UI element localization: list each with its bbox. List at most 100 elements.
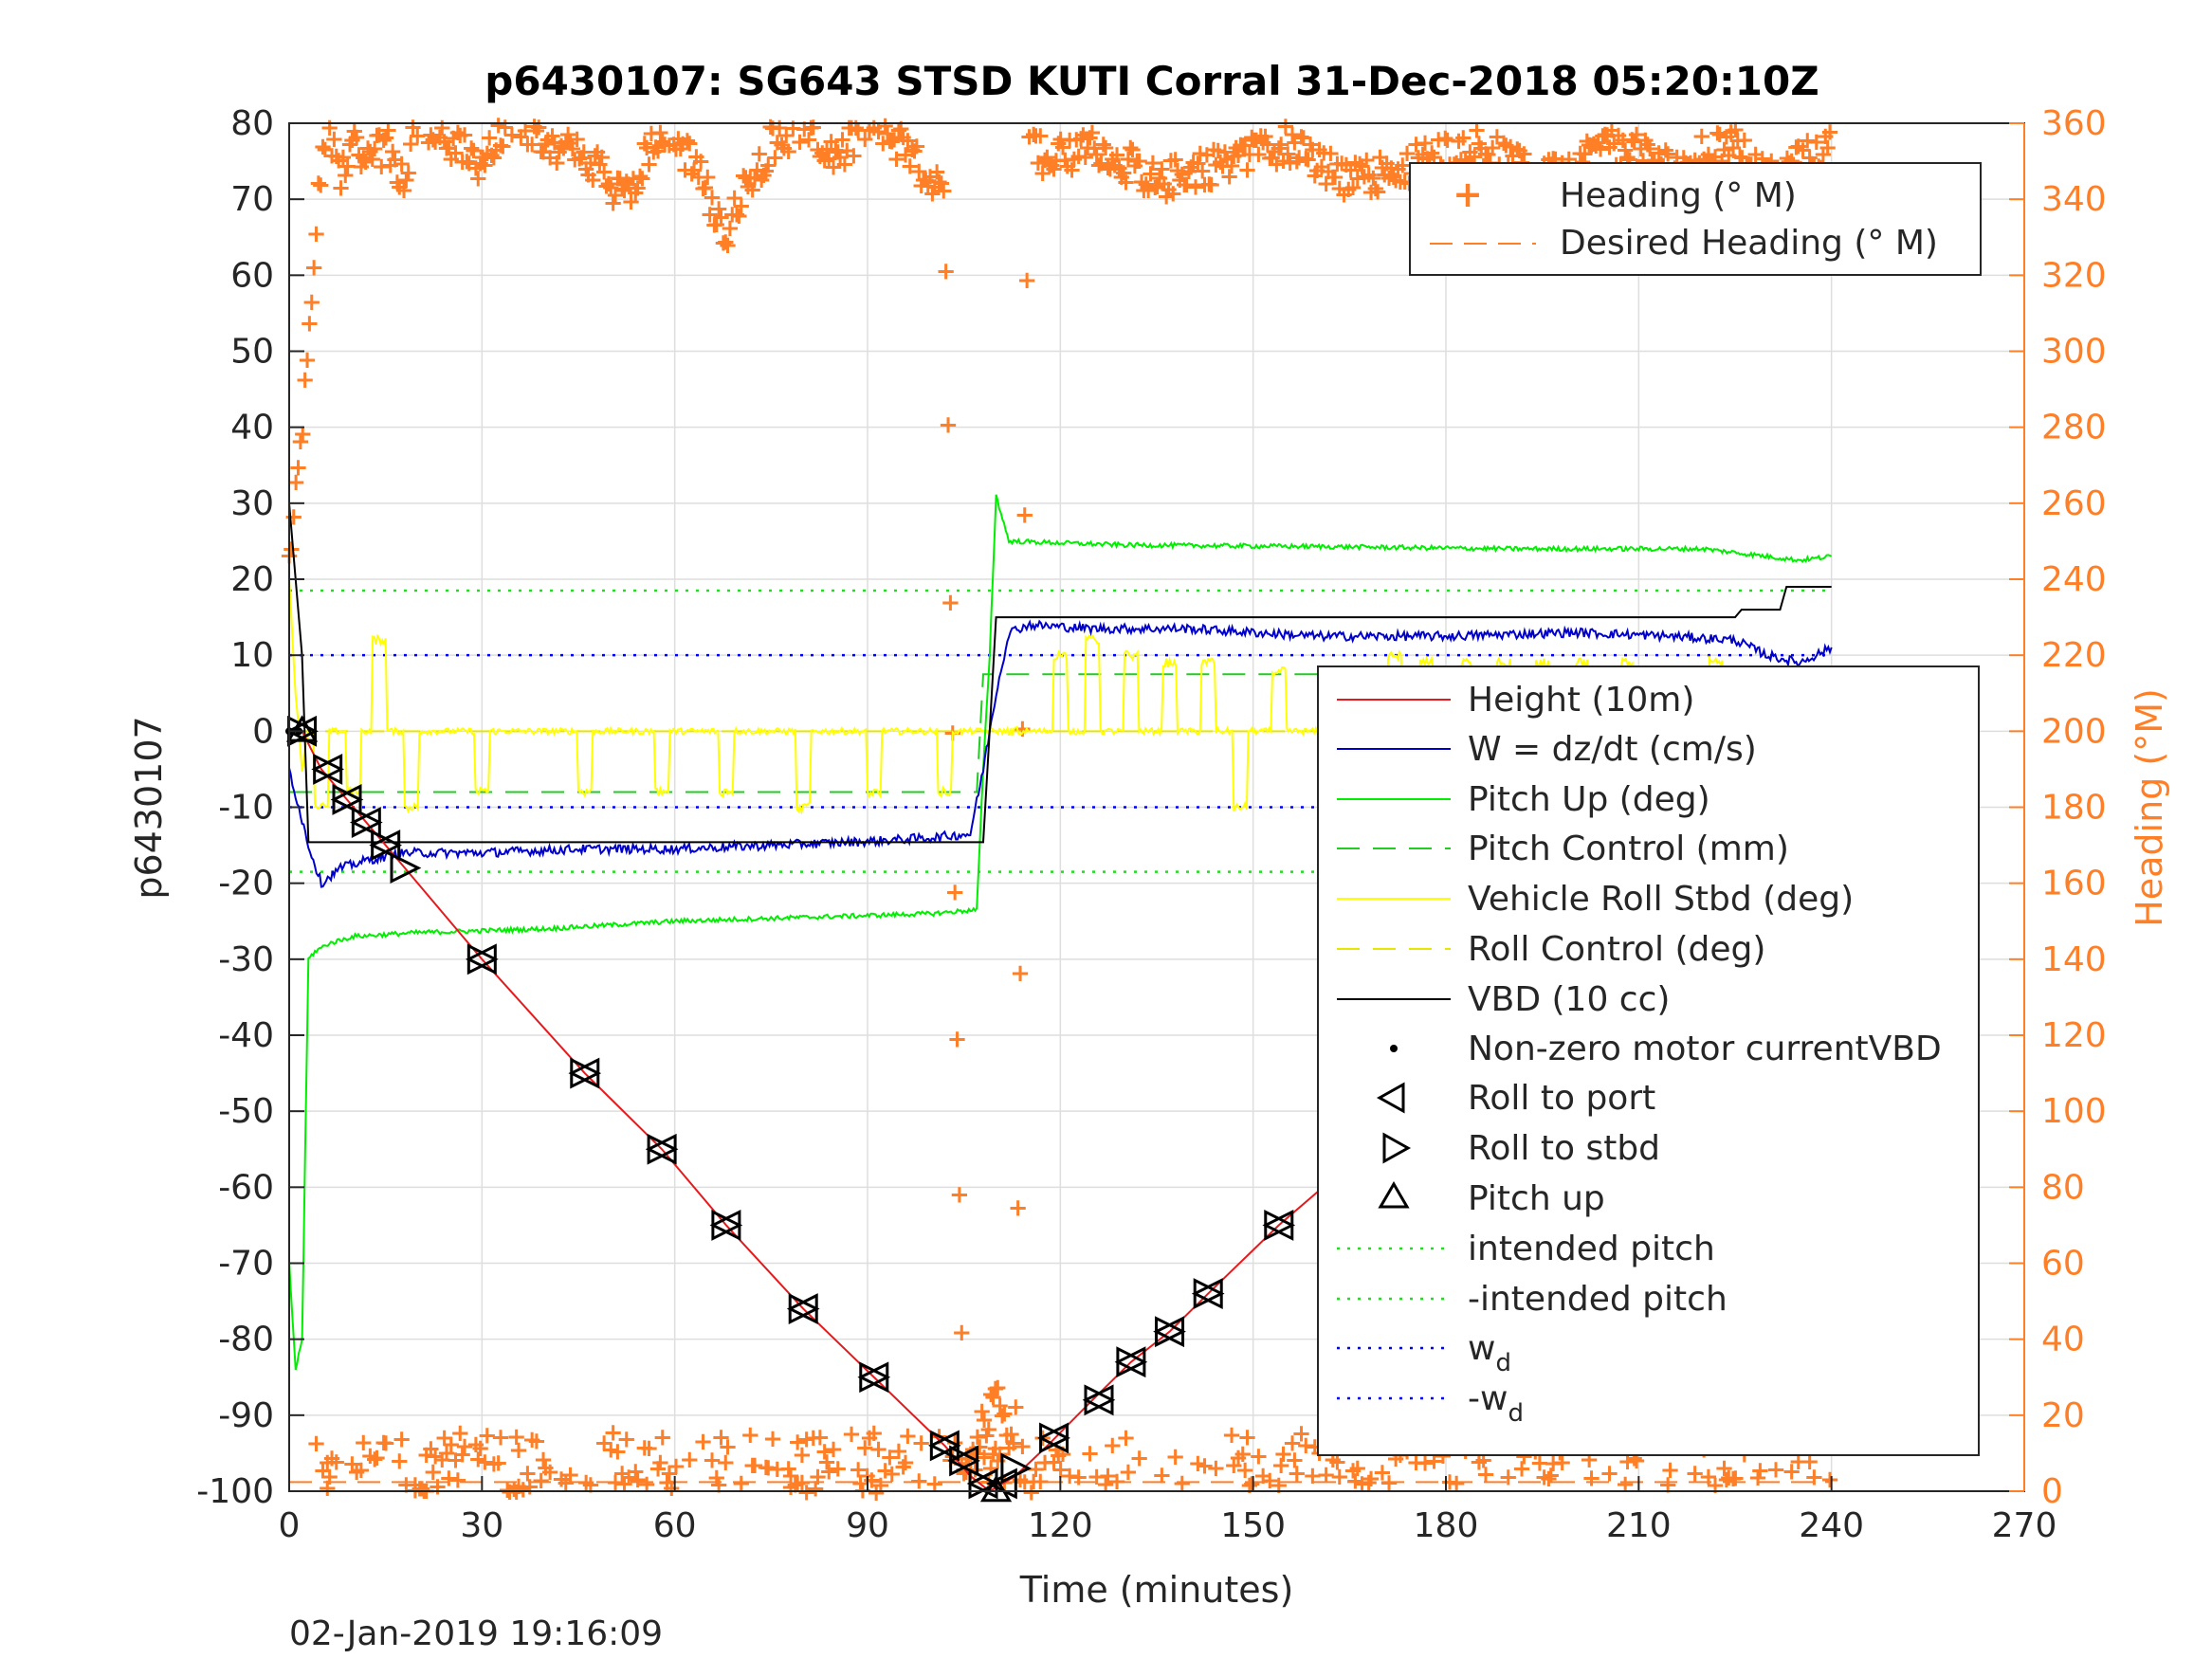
heading-point: + bbox=[708, 1471, 729, 1500]
heading-point: + bbox=[1309, 136, 1330, 164]
heading-point: + bbox=[931, 169, 952, 197]
heading-point: + bbox=[893, 1453, 914, 1482]
heading-point: + bbox=[1106, 141, 1127, 170]
roll-to-stbd-marker bbox=[466, 943, 499, 975]
heading-point: + bbox=[1251, 121, 1271, 150]
heading-point: + bbox=[828, 137, 849, 166]
heading-point: + bbox=[1765, 1456, 1786, 1485]
roll-to-stbd-marker bbox=[1155, 1316, 1186, 1348]
heading-point: + bbox=[974, 1444, 995, 1472]
heading-point: + bbox=[918, 172, 939, 200]
heading-point: + bbox=[706, 1464, 727, 1492]
heading-point: + bbox=[551, 1465, 572, 1493]
heading-point: + bbox=[1588, 129, 1609, 157]
roll-to-stbd-marker bbox=[390, 852, 422, 884]
heading-point: + bbox=[1116, 1424, 1137, 1452]
heading-point: + bbox=[941, 589, 961, 617]
heading-point: + bbox=[875, 1457, 896, 1486]
heading-point: + bbox=[1111, 163, 1132, 191]
heading-point: + bbox=[431, 1446, 452, 1474]
heading-point: + bbox=[1129, 1445, 1150, 1473]
heading-point: + bbox=[1233, 1440, 1253, 1468]
heading-point: + bbox=[1051, 1456, 1071, 1485]
y-tick-label: -70 bbox=[218, 1245, 274, 1284]
heading-point: + bbox=[1093, 130, 1114, 158]
heading-point: + bbox=[310, 172, 331, 200]
heading-point: + bbox=[518, 130, 539, 158]
heading-point: + bbox=[1785, 133, 1806, 161]
heading-point: + bbox=[1070, 124, 1091, 153]
heading-point: + bbox=[1359, 1468, 1380, 1497]
heading-point: + bbox=[1359, 161, 1380, 190]
heading-point: + bbox=[679, 130, 700, 158]
heading-point: + bbox=[1084, 134, 1105, 162]
y-right-tick-label: 340 bbox=[2041, 180, 2107, 219]
legend-motor-current-dot-icon bbox=[1390, 1045, 1398, 1052]
legend-wd-label: wd bbox=[1468, 1329, 1511, 1377]
heading-point: + bbox=[641, 119, 662, 148]
heading-point: + bbox=[805, 1474, 826, 1503]
heading-point: + bbox=[1044, 155, 1065, 183]
heading-point: + bbox=[648, 137, 668, 165]
heading-point: + bbox=[1370, 143, 1391, 172]
heading-point: + bbox=[785, 1471, 806, 1500]
heading-point: + bbox=[328, 146, 349, 174]
heading-point: + bbox=[1590, 136, 1611, 164]
heading-point: + bbox=[695, 173, 716, 202]
heading-point: + bbox=[1581, 131, 1602, 159]
heading-point: + bbox=[814, 146, 835, 174]
heading-point: + bbox=[421, 1435, 442, 1464]
heading-point: + bbox=[1349, 150, 1370, 178]
heading-point: + bbox=[967, 1423, 988, 1451]
heading-point: + bbox=[510, 123, 531, 152]
heading-point: + bbox=[320, 1463, 340, 1491]
heading-point: + bbox=[1639, 135, 1660, 163]
y-right-tick-label: 360 bbox=[2041, 104, 2107, 143]
heading-point: + bbox=[353, 143, 374, 172]
heading-point: + bbox=[1592, 121, 1613, 150]
heading-point: + bbox=[774, 135, 795, 163]
heading-point: + bbox=[760, 113, 781, 141]
heading-point: + bbox=[688, 163, 709, 191]
heading-point: + bbox=[711, 203, 732, 231]
x-axis-ticks: 0 30 60 90 120 150 180 210 240 270 bbox=[279, 1476, 2057, 1545]
desired-heading-legend-label: Desired Heading (° M) bbox=[1560, 224, 1938, 263]
heading-point: + bbox=[821, 127, 842, 155]
heading-point: + bbox=[492, 132, 513, 160]
heading-point: + bbox=[1223, 1451, 1244, 1480]
heading-point: + bbox=[679, 1446, 700, 1474]
heading-point: + bbox=[1819, 118, 1840, 147]
legend-roll-stbd-label: Roll to stbd bbox=[1468, 1129, 1660, 1168]
heading-point: + bbox=[646, 133, 667, 161]
heading-point: + bbox=[1271, 1451, 1291, 1480]
heading-point: + bbox=[733, 161, 754, 190]
heading-point: + bbox=[1338, 175, 1359, 204]
heading-point: + bbox=[349, 141, 370, 170]
heading-point: + bbox=[969, 1433, 990, 1462]
heading-point: + bbox=[1446, 1469, 1467, 1498]
roll-to-stbd-marker bbox=[351, 807, 383, 838]
heading-point: + bbox=[839, 114, 860, 142]
heading-point: + bbox=[690, 147, 711, 175]
heading-point: + bbox=[1320, 139, 1341, 168]
heading-point: + bbox=[682, 160, 703, 189]
heading-point: + bbox=[652, 1423, 673, 1451]
heading-point: + bbox=[949, 1180, 970, 1209]
heading-point: + bbox=[389, 173, 410, 201]
footer-timestamp: 02-Jan-2019 19:16:09 bbox=[289, 1614, 663, 1653]
legend-pitch-up-label: Pitch Up (deg) bbox=[1468, 780, 1710, 819]
heading-point: + bbox=[524, 113, 545, 141]
heading-point: + bbox=[648, 1454, 668, 1483]
heading-point: + bbox=[1595, 120, 1616, 149]
heading-point: + bbox=[1205, 1454, 1226, 1483]
legend-roll-stbd-triangle-icon bbox=[1382, 1132, 1412, 1164]
heading-point: + bbox=[1329, 1463, 1350, 1491]
heading-point: + bbox=[1003, 1430, 1024, 1458]
heading-point: + bbox=[882, 128, 903, 156]
heading-point: + bbox=[1325, 163, 1345, 191]
heading-point: + bbox=[1529, 1449, 1550, 1478]
heading-point: + bbox=[866, 1479, 887, 1507]
heading-point: + bbox=[589, 151, 610, 179]
heading-point: + bbox=[1138, 176, 1159, 205]
